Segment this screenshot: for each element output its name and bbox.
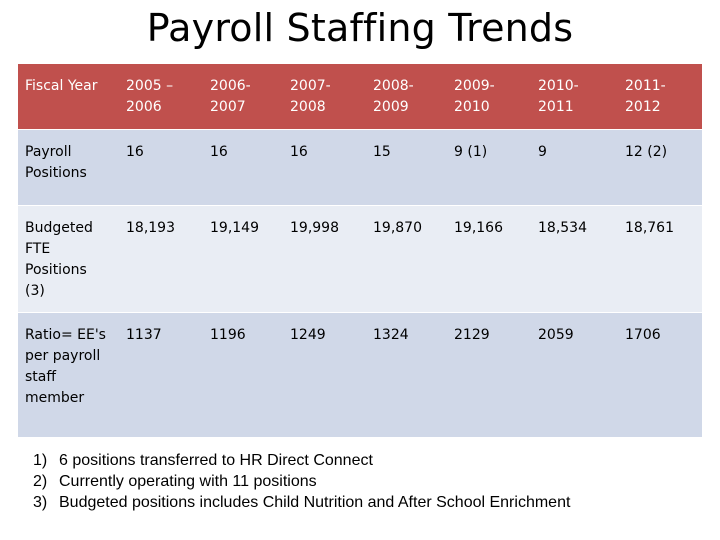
table-cell: 16	[119, 129, 203, 206]
table-cell: 15	[366, 129, 447, 206]
table-cell: 18,534	[531, 205, 618, 313]
table-cell: 16	[283, 129, 366, 206]
header-cell: 2010- 2011	[531, 64, 618, 130]
header-cell: 2005 – 2006	[119, 64, 203, 130]
table-row: Ratio= EE's per payroll staff member 113…	[18, 312, 702, 438]
footnotes: 1) 6 positions transferred to HR Direct C…	[33, 450, 570, 513]
table-cell: 19,149	[203, 205, 283, 313]
header-cell: 2011- 2012	[618, 64, 702, 130]
page-title: Payroll Staffing Trends	[146, 6, 574, 50]
table-cell: 1137	[119, 312, 203, 438]
table-row: Budgeted FTE Positions (3) 18,193 19,149…	[18, 205, 702, 313]
footnote: 1) 6 positions transferred to HR Direct C…	[33, 450, 570, 471]
row-label: Ratio= EE's per payroll staff member	[18, 312, 119, 438]
table-cell: 19,870	[366, 205, 447, 313]
footnote-number: 1)	[33, 452, 48, 469]
footnote-text: 6 positions transferred to HR Direct Con…	[59, 452, 373, 469]
table-cell: 1249	[283, 312, 366, 438]
table-header-row: Fiscal Year 2005 – 2006 2006- 2007 2007-…	[18, 64, 702, 130]
footnote-text: Budgeted positions includes Child Nutrit…	[59, 494, 571, 511]
table-cell: 2129	[447, 312, 531, 438]
table-cell: 19,166	[447, 205, 531, 313]
row-label: Payroll Positions	[18, 129, 119, 206]
footnote-text: Currently operating with 11 positions	[59, 473, 317, 490]
header-cell: 2008- 2009	[366, 64, 447, 130]
table-cell: 18,761	[618, 205, 702, 313]
header-cell: 2006- 2007	[203, 64, 283, 130]
table-cell: 9 (1)	[447, 129, 531, 206]
table-cell: 1196	[203, 312, 283, 438]
footnote-number: 2)	[33, 473, 48, 490]
row-label: Budgeted FTE Positions (3)	[18, 205, 119, 313]
footnote: 3) Budgeted positions includes Child Nutr…	[33, 492, 570, 513]
table-cell: 1324	[366, 312, 447, 438]
table-row: Payroll Positions 16 16 16 15 9 (1) 9 12…	[18, 129, 702, 206]
table-cell: 19,998	[283, 205, 366, 313]
footnote-number: 3)	[33, 494, 48, 511]
table-cell: 1706	[618, 312, 702, 438]
table-cell: 12 (2)	[618, 129, 702, 206]
header-cell: 2009- 2010	[447, 64, 531, 130]
table-cell: 2059	[531, 312, 618, 438]
table-cell: 18,193	[119, 205, 203, 313]
header-cell: 2007- 2008	[283, 64, 366, 130]
footnote: 2) Currently operating with 11 positions	[33, 471, 570, 492]
table-cell: 16	[203, 129, 283, 206]
table-cell: 9	[531, 129, 618, 206]
header-cell: Fiscal Year	[18, 64, 119, 130]
staffing-table: Fiscal Year 2005 – 2006 2006- 2007 2007-…	[18, 64, 702, 438]
